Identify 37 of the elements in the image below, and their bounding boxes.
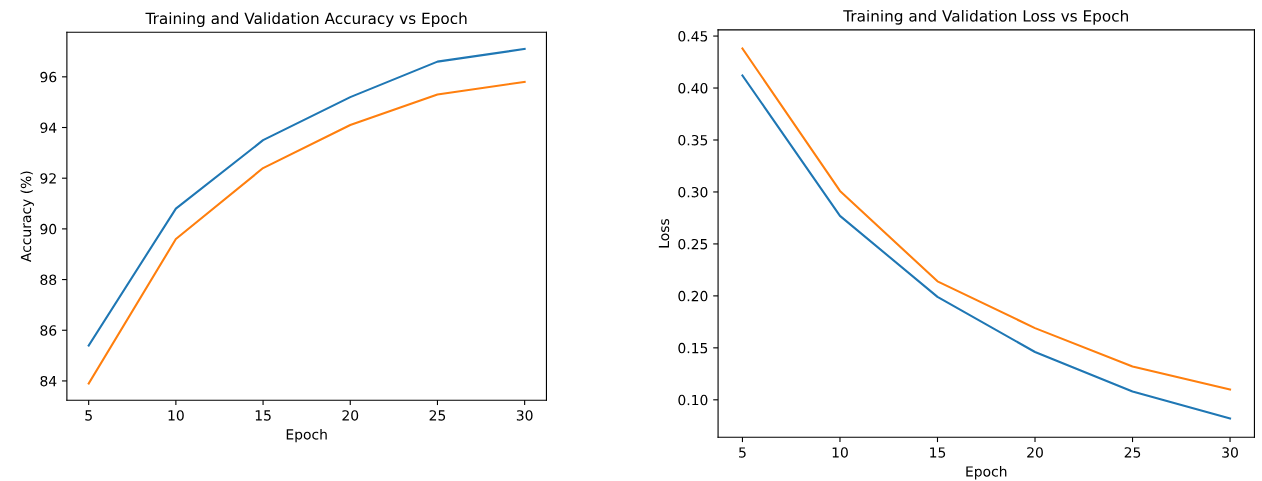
y-axis-title: Loss bbox=[658, 218, 670, 248]
y-tick-label: 84 bbox=[40, 375, 57, 387]
y-axis-title: Accuracy (%) bbox=[20, 171, 34, 263]
y-tick-label: 88 bbox=[40, 274, 57, 286]
x-tick-label: 5 bbox=[85, 410, 92, 421]
x-tick-label: 20 bbox=[342, 410, 359, 421]
line-series bbox=[87, 80, 526, 385]
x-axis-title: Epoch bbox=[286, 428, 327, 443]
chart-title: Training and Validation Accuracy vs Epoch bbox=[145, 12, 467, 28]
y-tick-label: 0.30 bbox=[678, 186, 708, 198]
x-axis-title: Epoch bbox=[966, 465, 1007, 480]
chart-title: Training and Validation Loss vs Epoch bbox=[843, 9, 1128, 25]
y-tick-label: 0.35 bbox=[678, 134, 708, 146]
x-tick-label: 30 bbox=[1222, 447, 1238, 458]
y-tick-label: 86 bbox=[40, 325, 57, 336]
y-tick-label: 0.45 bbox=[678, 31, 708, 42]
line-series bbox=[741, 47, 1232, 391]
y-tick-label: 0.25 bbox=[678, 238, 708, 250]
y-tick-label: 94 bbox=[40, 122, 57, 133]
y-tick-label: 0.40 bbox=[678, 82, 708, 94]
y-tick-label: 90 bbox=[40, 223, 57, 235]
y-tick-label: 96 bbox=[40, 71, 57, 83]
x-tick-label: 10 bbox=[832, 447, 848, 458]
x-tick-label: 10 bbox=[168, 410, 184, 421]
line-series bbox=[741, 74, 1232, 420]
x-tick-label: 30 bbox=[516, 410, 533, 421]
x-tick-label: 5 bbox=[739, 447, 746, 458]
x-tick-label: 15 bbox=[930, 447, 946, 458]
y-tick-label: 92 bbox=[40, 173, 56, 184]
x-tick-label: 25 bbox=[1124, 447, 1141, 458]
y-tick-label: 0.15 bbox=[678, 342, 708, 354]
y-tick-label: 0.20 bbox=[678, 290, 708, 302]
y-tick-label: 0.10 bbox=[678, 394, 708, 406]
x-tick-label: 15 bbox=[255, 410, 271, 421]
x-tick-label: 20 bbox=[1027, 447, 1043, 458]
line-series bbox=[87, 47, 526, 347]
x-tick-label: 25 bbox=[429, 410, 446, 421]
